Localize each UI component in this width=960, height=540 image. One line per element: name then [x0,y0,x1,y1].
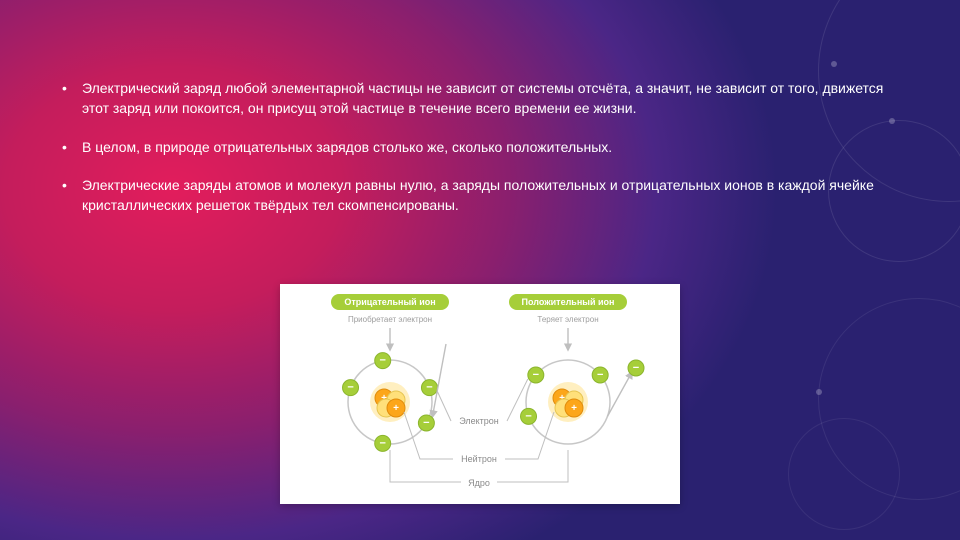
svg-text:Теряет электрон: Теряет электрон [537,315,598,324]
bullet-item: Электрические заряды атомов и молекул ра… [60,175,900,216]
svg-text:Отрицательный ион: Отрицательный ион [344,297,435,307]
slide: Электрический заряд любой элементарной ч… [0,0,960,540]
decor-circle [788,418,900,530]
svg-text:−: − [533,369,539,381]
svg-text:+: + [571,403,577,414]
svg-text:−: − [426,382,432,394]
bullet-item: Электрический заряд любой элементарной ч… [60,78,900,119]
ion-diagram: Отрицательный ион Приобретает электрон Пол… [280,284,680,504]
svg-text:Нейтрон: Нейтрон [461,454,497,464]
svg-text:−: − [597,369,603,381]
svg-text:Электрон: Электрон [459,416,499,426]
svg-text:−: − [525,410,531,422]
svg-text:+: + [393,403,399,414]
svg-text:Приобретает электрон: Приобретает электрон [348,315,432,324]
svg-text:−: − [347,382,353,394]
bullet-list: Электрический заряд любой элементарной ч… [60,78,900,215]
svg-text:Положительный ион: Положительный ион [522,297,615,307]
svg-text:−: − [379,437,385,449]
svg-text:−: − [423,417,429,429]
text-content: Электрический заряд любой элементарной ч… [60,78,900,233]
svg-text:−: − [379,355,385,367]
bullet-item: В целом, в природе отрицательных зарядов… [60,137,900,157]
svg-text:−: − [633,362,639,374]
svg-text:Ядро: Ядро [468,478,490,488]
decor-circle [818,298,960,500]
